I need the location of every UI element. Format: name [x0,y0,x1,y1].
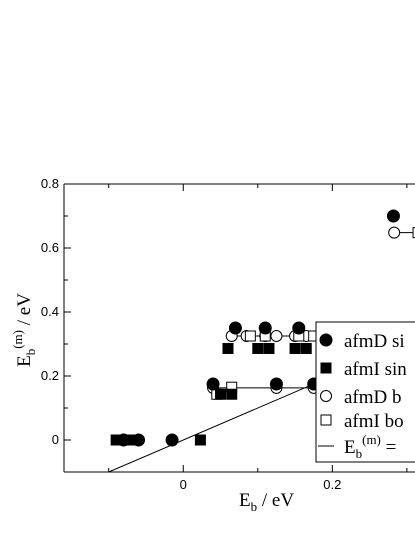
point-series-1-3 [215,388,227,400]
point-series-3-9 [412,227,415,239]
x-tick-label-1: 0.2 [323,477,341,492]
plot-frame [63,183,415,473]
point-series-1-5 [222,342,234,354]
point-series-1-6 [252,342,264,354]
axis-ticks [64,183,408,473]
point-series-0-3 [206,377,220,391]
axis-tick-labels: 00.20.40.600.20.40.60.8 [41,176,341,492]
point-series-0-2 [165,433,179,447]
legend-label-0: afmD si [344,331,405,352]
point-series-0-6 [228,321,242,335]
legend-identity-label: Eb(m) = [344,432,396,461]
legend-items: afmD si afmI sin afmD b afmI bo [319,331,407,432]
y-axis-title-text: Eb(m) / eV [10,293,38,367]
point-series-1-7 [263,342,275,354]
y-tick-label-3: 0.6 [41,240,59,255]
point-series-0-15 [386,209,400,223]
point-series-1-4 [226,388,238,400]
legend-box [315,321,415,463]
point-series-0-8 [292,321,306,335]
x-axis-title-text: Eb / eV [239,490,294,514]
legend-label-3: afmI bo [344,411,404,432]
x-axis-title-sub: b [251,499,258,514]
x-axis-title: Eb / eV [239,490,294,514]
point-series-2-15 [388,226,401,239]
x-tick-label-0: 0 [180,477,187,492]
legend-identity-sup: (m) [362,432,381,447]
data-markers [110,209,415,447]
point-series-1-1 [125,434,137,446]
legend-label-2: afmD b [344,387,402,408]
y-axis-title: Eb(m) / eV [10,293,38,367]
legend-identity-rest: = [381,437,396,458]
point-series-1-0 [110,434,122,446]
point-series-1-8 [289,342,301,354]
x-axis-title-rest: / eV [257,490,294,511]
y-axis-title-main: E [14,355,35,367]
legend-identity-sub: b [356,446,363,461]
legend: afmD si afmI sin afmD b afmI bo Eb(m) = [315,321,415,463]
x-axis-title-main: E [239,490,251,511]
point-series-0-7 [258,321,272,335]
y-axis-title-sub: b [23,349,38,356]
legend-marker-1 [320,362,332,374]
point-series-1-2 [194,434,206,446]
point-series-2-6 [270,330,283,342]
y-tick-label-2: 0.4 [41,304,59,319]
y-axis-title-rest: / eV [14,293,35,330]
legend-marker-0 [319,333,333,347]
point-series-0-4 [269,377,283,391]
y-tick-label-0: 0 [52,432,59,447]
y-tick-label-4: 0.8 [41,176,59,191]
legend-marker-2 [320,390,332,402]
y-axis-title-sup: (m) [10,330,25,349]
y-tick-label-1: 0.2 [41,368,59,383]
point-series-3-2 [244,330,256,342]
legend-identity-main: E [344,437,356,458]
legend-label-1: afmI sin [344,359,407,380]
legend-marker-3 [320,414,332,426]
point-series-1-9 [300,342,312,354]
